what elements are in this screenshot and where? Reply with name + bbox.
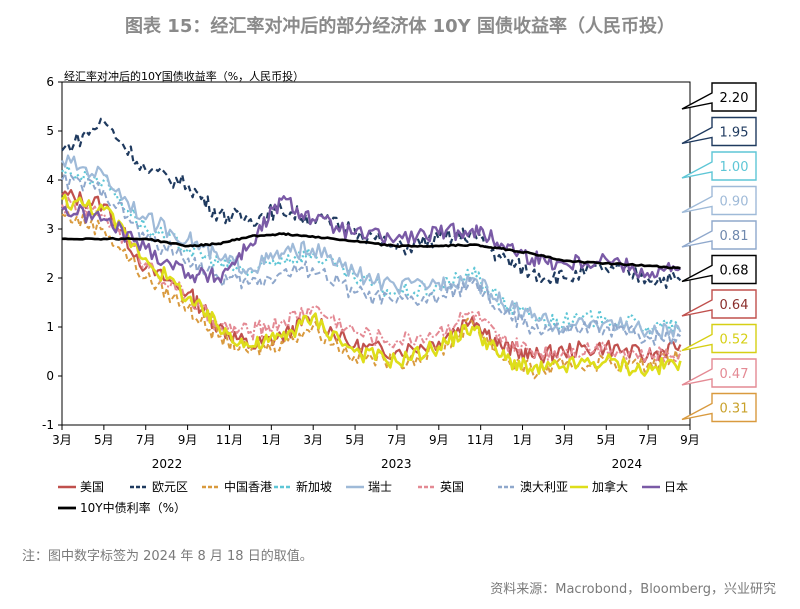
y-tick-label: 0 — [46, 369, 54, 383]
x-tick-label: 5月 — [94, 433, 114, 447]
value-label-box — [681, 220, 757, 250]
x-tick-label: 7月 — [638, 433, 658, 447]
y-tick-label: 5 — [46, 124, 54, 138]
value-label-box — [681, 254, 757, 285]
value-label: 0.90 — [720, 195, 749, 210]
x-tick-label: 9月 — [680, 433, 700, 447]
value-label-box — [681, 323, 757, 354]
page-title: 图表 15：经汇率对冲后的部分经济体 10Y 国债收益率（人民币投） — [125, 16, 675, 37]
plot-frame — [61, 81, 691, 426]
value-label: 2.20 — [720, 91, 749, 106]
x-tick-label: 9月 — [429, 433, 449, 447]
series-line — [61, 117, 682, 289]
inner-chart-title: 经汇率对冲后的10Y国债收益率（%，人民币投） — [64, 69, 304, 83]
legend-label: 美国 — [80, 480, 104, 494]
y-tick-label: 6 — [46, 75, 54, 89]
x-tick-label: 5月 — [596, 433, 616, 447]
value-label: 0.31 — [720, 402, 749, 417]
series-line — [61, 232, 681, 270]
value-label: 1.00 — [720, 160, 749, 175]
series-line — [61, 196, 682, 363]
x-tick-label: 1月 — [262, 433, 282, 447]
legend-label: 英国 — [440, 480, 464, 494]
legend-label: 加拿大 — [592, 479, 628, 494]
x-year-label: 2024 — [612, 457, 643, 471]
value-label-box — [681, 185, 757, 216]
legend-label: 新加坡 — [296, 479, 332, 494]
value-label-box — [681, 392, 757, 423]
value-label: 0.47 — [720, 367, 749, 382]
y-tick-label: 1 — [46, 320, 54, 334]
y-tick-label: 3 — [46, 222, 54, 236]
y-tick-label: 2 — [46, 271, 54, 285]
legend-label: 中国香港 — [224, 479, 272, 494]
x-year-label: 2023 — [381, 457, 412, 471]
x-tick-label: 5月 — [345, 433, 365, 447]
x-tick-label: 3月 — [555, 433, 575, 447]
value-label: 0.64 — [720, 298, 749, 313]
value-label-box — [681, 116, 757, 147]
x-tick-label: 3月 — [52, 433, 72, 447]
x-tick-label: 11月 — [467, 433, 494, 447]
legend-label: 澳大利亚 — [520, 480, 568, 494]
value-label-box — [681, 151, 757, 181]
value-label-box — [681, 358, 757, 388]
x-tick-label: 7月 — [387, 433, 407, 447]
value-label: 0.81 — [720, 229, 749, 244]
legend-label: 瑞士 — [368, 480, 392, 494]
x-tick-label: 1月 — [513, 433, 533, 447]
value-label-box — [681, 82, 757, 112]
footnote: 注：图中数字标签为 2024 年 8 月 18 日的取值。 — [22, 549, 313, 564]
x-tick-label: 11月 — [216, 433, 243, 447]
y-tick-label: 4 — [46, 173, 54, 187]
value-label-box — [681, 289, 757, 319]
legend-label: 日本 — [664, 480, 688, 494]
x-tick-label: 9月 — [178, 433, 198, 447]
legend-label: 欧元区 — [152, 480, 188, 494]
source-credit: 资料来源：Macrobond，Bloomberg，兴业研究 — [490, 582, 776, 597]
value-label: 0.52 — [720, 333, 749, 348]
x-tick-label: 7月 — [136, 433, 156, 447]
y-tick-label: -1 — [42, 418, 54, 432]
series-line — [60, 193, 682, 377]
value-label: 1.95 — [720, 126, 749, 141]
value-label: 0.68 — [720, 264, 749, 279]
series-line — [61, 172, 682, 346]
legend-label: 10Y中债利率（%） — [80, 500, 186, 515]
series-line — [61, 195, 682, 284]
x-tick-label: 3月 — [303, 433, 323, 447]
x-year-label: 2022 — [152, 457, 183, 471]
series-line — [61, 211, 682, 380]
series-line — [61, 154, 682, 340]
